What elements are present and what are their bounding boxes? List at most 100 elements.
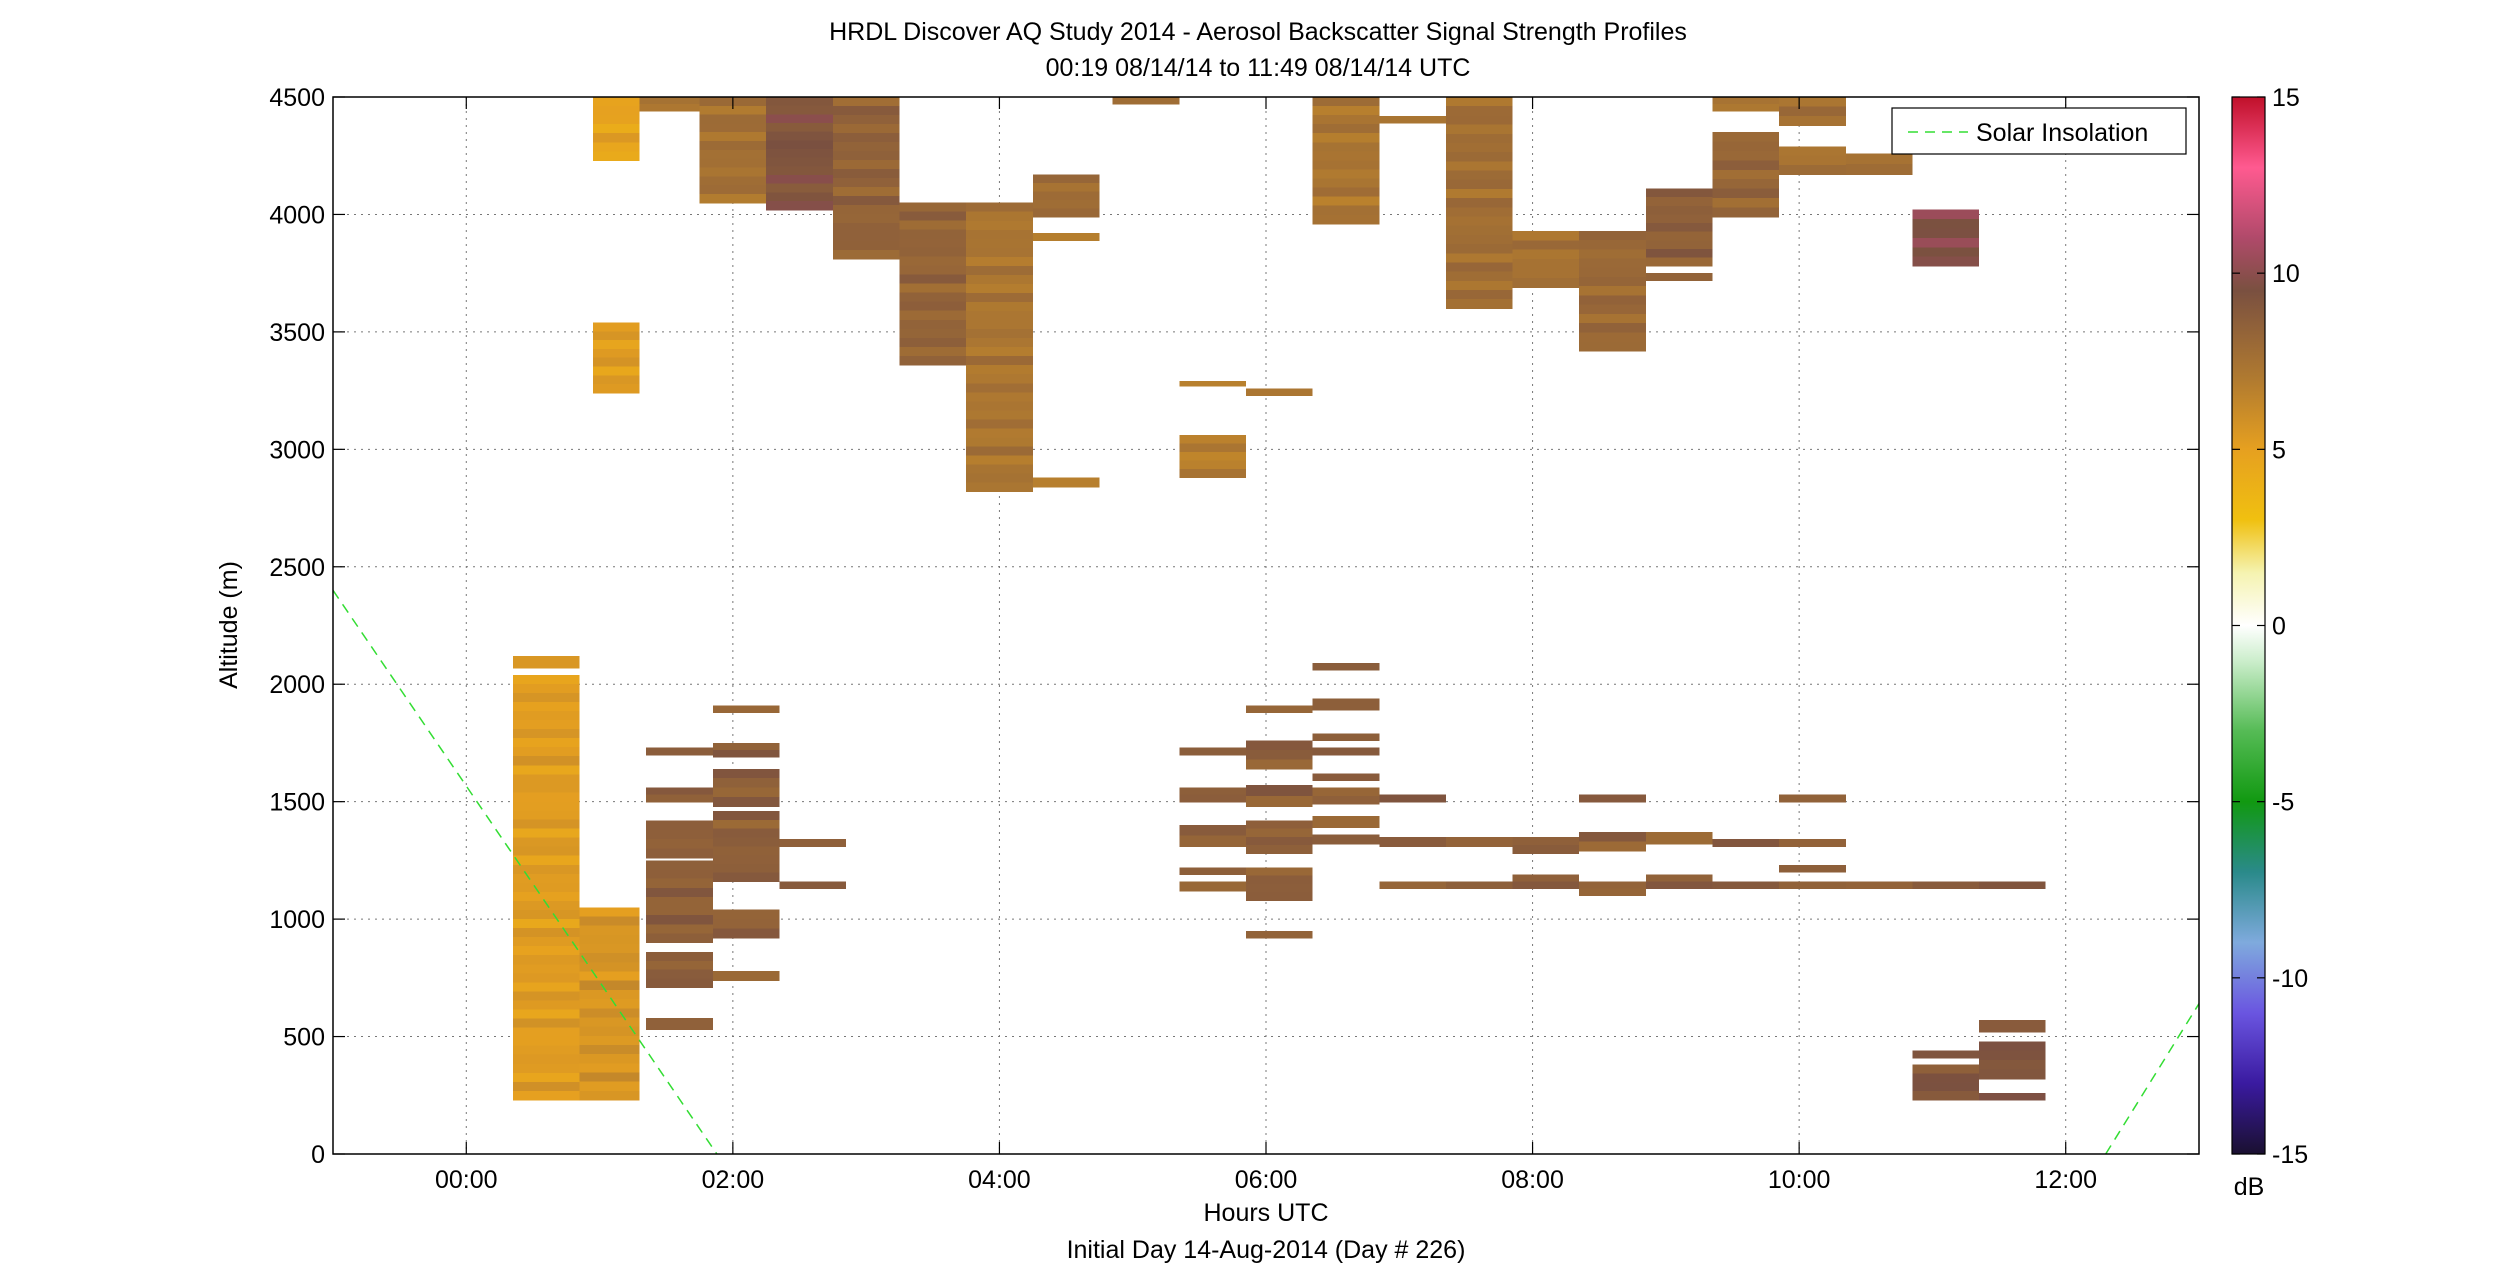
backscatter-cell-1: [592, 322, 640, 394]
backscatter-cell-3-band-10: [699, 185, 767, 195]
backscatter-cell-14-band-0: [1246, 388, 1313, 396]
colorbar-tick-label-5: -10: [2272, 965, 2308, 993]
backscatter-cell-6-band-5: [899, 247, 967, 258]
backscatter-cell-68: [1445, 881, 1513, 890]
backscatter-cell-19-band-10: [1579, 323, 1646, 333]
backscatter-cell-7-band-5: [966, 247, 1033, 258]
backscatter-cell-6-band-17: [899, 355, 967, 366]
backscatter-cell-82: [1845, 881, 1913, 890]
backscatter-cell-19-band-6: [1579, 286, 1646, 296]
backscatter-cell-27-band-4: [1912, 247, 1980, 258]
backscatter-cell-26-band-0: [1845, 153, 1913, 165]
backscatter-cell-36: [646, 1017, 713, 1031]
backscatter-cell-40: [712, 811, 780, 883]
backscatter-cell-19-band-5: [1579, 276, 1646, 287]
backscatter-cell-17-band-15: [1445, 234, 1513, 245]
backscatter-cell-7-band-14: [966, 329, 1033, 339]
backscatter-cell-40-band-1: [712, 819, 780, 830]
backscatter-cell-34-band-8: [646, 933, 713, 944]
backscatter-cell-15-band-7: [1312, 160, 1380, 171]
backscatter-cell-5-band-4: [832, 133, 900, 143]
backscatter-cell-17: [1445, 97, 1513, 309]
backscatter-cell-15-band-4: [1312, 133, 1380, 143]
backscatter-cell-47-band-1: [1179, 835, 1247, 847]
backscatter-cell-62-band-0: [1312, 815, 1380, 829]
backscatter-cell-3-band-4: [699, 132, 767, 142]
backscatter-cell-4-band-0: [766, 97, 833, 107]
backscatter-cell-17-band-17: [1445, 253, 1513, 264]
backscatter-cell-7-band-27: [966, 446, 1033, 457]
backscatter-cell-30: [579, 907, 640, 1101]
backscatter-cell-29-band-10: [512, 765, 580, 775]
backscatter-cell-7-band-18: [966, 365, 1033, 375]
backscatter-cell-3-band-7: [699, 158, 767, 169]
backscatter-cell-4-band-1: [766, 105, 833, 115]
backscatter-cell-3-band-3: [699, 123, 767, 133]
backscatter-cell-17-band-9: [1445, 179, 1513, 190]
backscatter-cell-23-band-0: [1712, 97, 1780, 105]
backscatter-cell-73-band-0: [1579, 881, 1646, 890]
backscatter-cell-60: [1312, 773, 1380, 782]
backscatter-cell-69-band-1: [1512, 845, 1580, 854]
backscatter-cell-7: [966, 202, 1033, 493]
backscatter-cell-10: [1032, 477, 1100, 488]
backscatter-cell-89-band-0: [1979, 1092, 2046, 1101]
backscatter-cell-5-band-10: [832, 187, 900, 197]
x-tick-label-1: 02:00: [702, 1166, 765, 1194]
backscatter-cell-7-band-19: [966, 374, 1033, 384]
backscatter-cell-59: [1312, 747, 1380, 756]
y-tick-label-8: 4000: [269, 201, 325, 229]
backscatter-cell-4-band-4: [766, 131, 833, 141]
backscatter-cell-7-band-16: [966, 347, 1033, 357]
backscatter-cell-40-band-7: [712, 872, 780, 883]
backscatter-cell-7-band-24: [966, 419, 1033, 430]
backscatter-cell-30-band-10: [579, 999, 640, 1009]
backscatter-cell-85-band-0: [1912, 1050, 1980, 1059]
backscatter-cell-22-band-4: [1712, 169, 1780, 180]
backscatter-cell-17-band-19: [1445, 271, 1513, 282]
backscatter-cell-15-band-8: [1312, 169, 1380, 180]
backscatter-cell-16: [1379, 115, 1446, 124]
backscatter-cell-1-band-6: [592, 375, 640, 385]
backscatter-cell-0-band-6: [592, 151, 640, 162]
backscatter-cell-17-band-16: [1445, 244, 1513, 254]
backscatter-cell-38: [712, 742, 780, 758]
backscatter-cell-24-band-1: [1779, 155, 1846, 166]
backscatter-cell-29-band-31: [512, 955, 580, 965]
backscatter-cell-77-band-0: [1712, 881, 1780, 890]
backscatter-cell-69-band-0: [1512, 836, 1580, 846]
backscatter-cell-26-band-1: [1845, 163, 1913, 176]
backscatter-cell-53-band-2: [1246, 836, 1313, 846]
backscatter-cell-40-band-3: [712, 837, 780, 847]
backscatter-cell-6-band-7: [899, 265, 967, 276]
backscatter-cell-55-band-0: [1246, 930, 1313, 939]
backscatter-cell-0-band-2: [592, 115, 640, 125]
backscatter-cell-6-band-14: [899, 328, 967, 339]
backscatter-cell-21-band-0: [1645, 273, 1713, 281]
backscatter-cell-29-band-2: [512, 692, 580, 703]
backscatter-cell-6-band-11: [899, 301, 967, 312]
backscatter-cell-5-band-1: [832, 106, 900, 116]
backscatter-cell-35: [646, 951, 713, 988]
backscatter-cell-5-band-13: [832, 214, 900, 224]
backscatter-cell-18-band-2: [1512, 249, 1580, 260]
backscatter-cell-73: [1579, 881, 1646, 897]
backscatter-cell-18-band-0: [1512, 230, 1580, 241]
backscatter-cell-30-band-9: [579, 989, 640, 1000]
backscatter-cell-30-band-11: [579, 1008, 640, 1019]
backscatter-cell-29-band-20: [512, 855, 580, 866]
backscatter-cell-35-band-3: [646, 978, 713, 988]
backscatter-cell-15-band-5: [1312, 142, 1380, 152]
backscatter-cell-29-band-28: [512, 928, 580, 938]
backscatter-cell-40-band-2: [712, 828, 780, 839]
backscatter-cell-4-band-2: [766, 114, 833, 124]
backscatter-cell-19-band-7: [1579, 295, 1646, 306]
backscatter-cell-17-band-1: [1445, 106, 1513, 116]
backscatter-cell-29-band-34: [512, 982, 580, 993]
backscatter-cell-7-band-9: [966, 283, 1033, 294]
backscatter-cell-81: [1779, 881, 1846, 890]
backscatter-cell-54-band-2: [1246, 883, 1313, 893]
backscatter-cell-7-band-29: [966, 464, 1033, 475]
backscatter-cell-29-band-4: [512, 711, 580, 721]
backscatter-cell-1-band-0: [592, 322, 640, 332]
